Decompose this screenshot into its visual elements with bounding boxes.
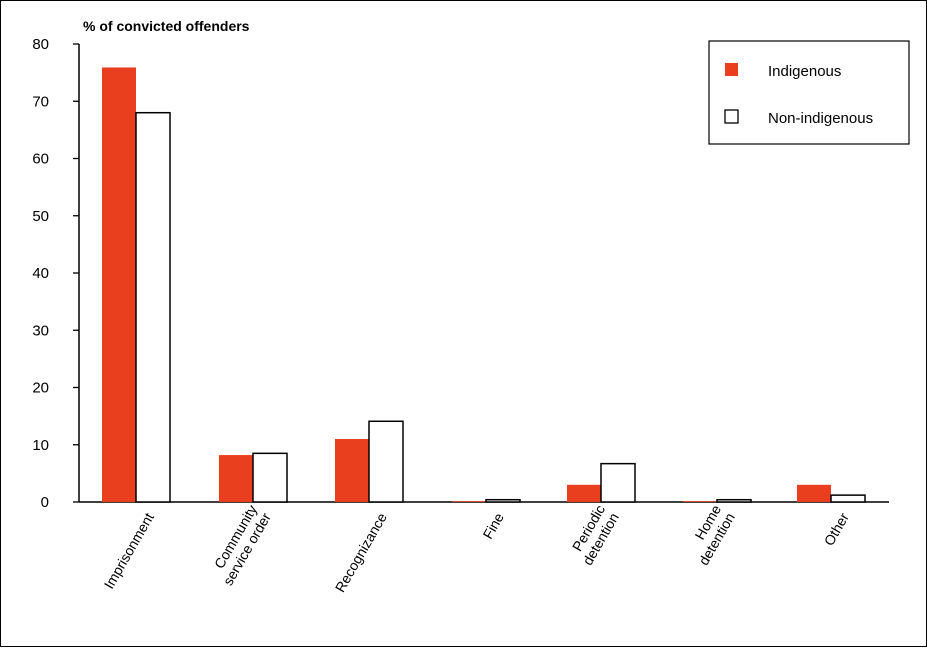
bar-indigenous [797, 484, 831, 502]
y-axis-label: % of convicted offenders [83, 18, 250, 34]
bar-non-indigenous [830, 494, 866, 503]
category-label: Recognizance [332, 510, 390, 595]
category-label: Fine [479, 510, 507, 542]
category-label: Other [821, 510, 853, 549]
y-tick-label: 30 [32, 322, 49, 339]
category-label-line: Other [821, 510, 853, 549]
bar-non-indigenous [716, 498, 752, 503]
bar-indigenous [219, 455, 253, 502]
y-tick-label: 40 [32, 265, 49, 282]
bar-non-indigenous [135, 111, 171, 503]
y-tick-label: 20 [32, 380, 49, 397]
y-tick-label: 10 [32, 437, 49, 454]
category-label-line: Recognizance [332, 510, 390, 595]
bar-indigenous [567, 484, 601, 502]
bar-indigenous [683, 501, 717, 502]
y-ticks: 0 10 20 30 40 50 60 70 80 [32, 36, 79, 511]
bar-indigenous [452, 501, 486, 502]
legend-swatch-indigenous [725, 63, 738, 76]
category-label: Periodicdetention [565, 502, 622, 568]
legend-swatch-non-indigenous [724, 109, 739, 124]
y-tick-label: 0 [41, 494, 49, 511]
bar-non-indigenous [600, 462, 636, 503]
y-tick-label: 60 [32, 151, 49, 168]
y-tick-label: 50 [32, 208, 49, 225]
bar-non-indigenous [252, 452, 288, 503]
category-label: Communityservice order [206, 502, 274, 588]
legend: Indigenous Non-indigenous [708, 40, 910, 145]
category-label: Homedetention [681, 502, 738, 568]
y-tick-label: 80 [32, 36, 49, 53]
bar-indigenous [102, 67, 136, 502]
legend-label-indigenous: Indigenous [768, 63, 841, 80]
bars [102, 67, 866, 503]
bar-non-indigenous [368, 420, 404, 503]
category-label-line: Fine [479, 510, 507, 542]
category-labels: Imprisonment Communityservice order Recogn… [101, 502, 852, 595]
category-label: Imprisonment [101, 510, 157, 592]
category-label-line: Imprisonment [101, 510, 157, 592]
bar-indigenous [335, 439, 369, 502]
y-tick-label: 70 [32, 93, 49, 110]
bar-non-indigenous [485, 498, 521, 503]
legend-box [708, 40, 910, 145]
legend-label-non-indigenous: Non-indigenous [768, 110, 873, 127]
